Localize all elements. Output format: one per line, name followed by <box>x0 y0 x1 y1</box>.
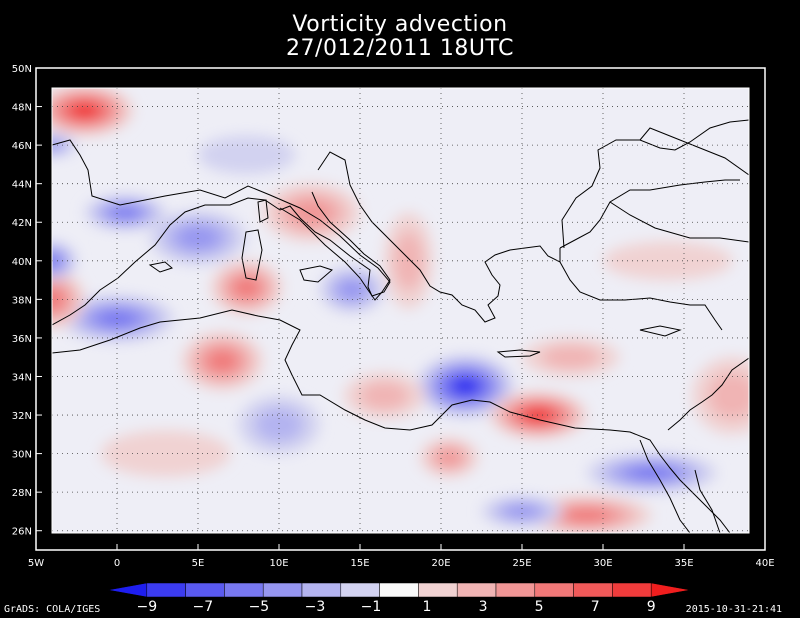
colorbar-swatch-12 <box>534 582 574 598</box>
vorticity-cell-13-4 <box>565 508 609 522</box>
lat-label-26N: 26N <box>12 527 32 538</box>
lat-label-50N: 50N <box>12 64 32 75</box>
colorbar-label-1: −9 <box>136 599 157 615</box>
colorbar-swatch-13 <box>573 582 613 598</box>
lat-label-28N: 28N <box>12 488 32 499</box>
colorbar: −9 −7 −5 −3 −1 1 3 5 7 9 <box>107 582 691 615</box>
colorbar-swatch-7 <box>340 582 380 598</box>
vorticity-cell-7-4 <box>111 206 139 219</box>
vorticity-cell-21-2 <box>708 372 749 419</box>
lat-label-48N: 48N <box>12 103 32 114</box>
vorticity-cell-23-1 <box>198 135 296 175</box>
lon-label-20E: 20E <box>431 558 450 569</box>
vorticity-cell-3-6 <box>73 104 96 117</box>
colorbar-swatch-11 <box>495 582 536 598</box>
colorbar-swatch-14 <box>612 582 652 598</box>
vorticity-cell-22-2 <box>541 345 600 369</box>
colorbar-label-4: −3 <box>305 599 326 615</box>
colorbar-swatch-3 <box>185 582 225 598</box>
software-credit: GrADS: COLA/IGES <box>4 604 101 615</box>
vorticity-cell-24-1 <box>100 430 231 477</box>
lat-label-38N: 38N <box>12 295 32 306</box>
lon-label-5W: 5W <box>28 558 44 569</box>
plot-border <box>35 67 766 551</box>
lat-label-32N: 32N <box>12 411 32 422</box>
colorbar-label-9: 7 <box>591 599 600 615</box>
colorbar-swatch-4 <box>224 582 264 598</box>
colorbar-label-10: 9 <box>647 599 656 615</box>
colorbar-swatch-9 <box>418 582 458 598</box>
vorticity-cell-15-3 <box>504 504 540 519</box>
graticule <box>52 88 749 533</box>
colorbar-label-6: 1 <box>423 599 432 615</box>
colorbar-label-3: −5 <box>249 599 270 615</box>
colorbar-swatch-10 <box>456 582 497 598</box>
colorbar-swatch-1 <box>107 582 148 598</box>
colorbar-label-7: 3 <box>479 599 488 615</box>
lon-label-35E: 35E <box>674 558 693 569</box>
lon-label-0: 0 <box>114 558 120 569</box>
lon-label-30E: 30E <box>593 558 612 569</box>
lat-label-44N: 44N <box>12 180 32 191</box>
vorticity-cell-8-3 <box>177 226 219 250</box>
colorbar-swatch-15 <box>650 582 691 598</box>
timestamp: 2015-10-31-21:41 <box>685 604 782 615</box>
map-title: Vorticity advection <box>292 12 508 37</box>
vorticity-field <box>52 88 749 533</box>
vorticity-cell-20-2 <box>360 381 409 410</box>
vorticity-cell-2-6 <box>526 409 550 421</box>
lat-label-42N: 42N <box>12 218 32 229</box>
lon-label-5E: 5E <box>192 558 205 569</box>
lon-label-40E: 40E <box>755 558 774 569</box>
lat-label-34N: 34N <box>12 372 32 383</box>
vorticity-cell-11-3 <box>338 279 366 300</box>
vorticity-cell-5-4 <box>208 351 236 371</box>
map-frame <box>51 87 750 534</box>
latitude-labels: 50N 48N 46N 44N 42N 40N 38N 36N 34N 32N 30N 28N 26N <box>12 64 42 538</box>
vorticity-cell-4-4 <box>234 278 259 297</box>
lon-label-15E: 15E <box>350 558 369 569</box>
vorticity-cell-1-6 <box>454 379 477 394</box>
longitude-labels: 5W 0 5E 10E 15E 20E 25E 30E 35E 40E <box>28 544 775 569</box>
colorbar-swatch-8 <box>379 582 419 598</box>
vorticity-cell-16-4 <box>52 254 61 268</box>
lon-label-25E: 25E <box>512 558 531 569</box>
colorbar-swatch-5 <box>262 582 303 598</box>
vorticity-cell-18-2 <box>394 231 424 290</box>
colorbar-label-2: −7 <box>193 599 214 615</box>
colorbar-swatch-2 <box>146 582 186 598</box>
lat-label-36N: 36N <box>12 334 32 345</box>
vorticity-cell-14-3 <box>436 449 462 466</box>
coastlines <box>52 119 749 533</box>
lat-label-30N: 30N <box>12 450 32 461</box>
colorbar-label-8: 5 <box>535 599 544 615</box>
lat-label-46N: 46N <box>12 141 32 152</box>
map-subtitle: 27/012/2011 18UTC <box>286 36 514 61</box>
colorbar-label-5: −1 <box>361 599 382 615</box>
lat-label-40N: 40N <box>12 257 32 268</box>
vorticity-cell-10-3 <box>290 200 333 225</box>
vorticity-cell-19-2 <box>254 407 304 443</box>
vorticity-cell-12-4 <box>630 466 674 480</box>
lon-label-10E: 10E <box>269 558 288 569</box>
colorbar-swatch-6 <box>301 582 342 598</box>
